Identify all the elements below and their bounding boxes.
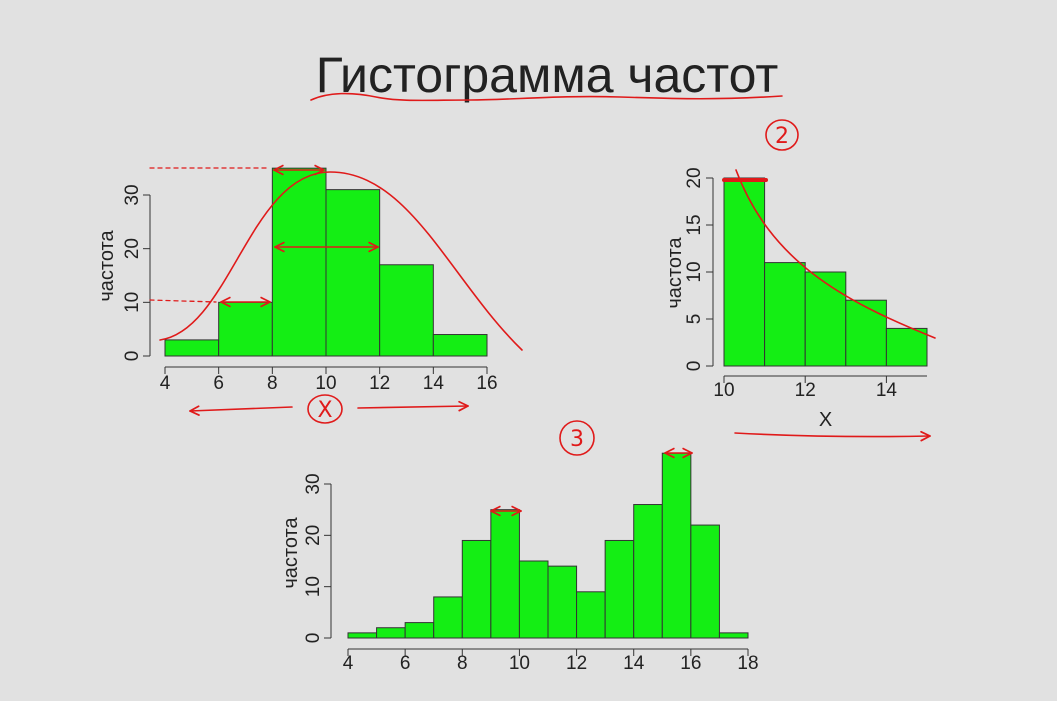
- chart1-bar: [379, 264, 434, 357]
- chart2-xtick-label: 14: [876, 380, 898, 401]
- chart3-xtick-label: 4: [343, 653, 354, 674]
- chart3-xtick-label: 14: [623, 653, 645, 674]
- chart3-bar: [433, 596, 463, 639]
- chart3-bar: [547, 565, 578, 639]
- chart2-x-arrow: [734, 430, 931, 442]
- chart3-marker-circle: [559, 420, 595, 456]
- title-underline: [310, 92, 783, 102]
- chart1-bell-curve: [159, 171, 523, 351]
- chart3-bar: [690, 524, 720, 639]
- chart3-xtick-label: 10: [509, 653, 530, 674]
- chart1-bar: [218, 301, 273, 357]
- chart3-bar: [490, 509, 520, 639]
- chart3-bar: [461, 539, 492, 639]
- chart1-bar: [325, 189, 381, 357]
- chart3-bar: [661, 452, 692, 639]
- chart1-bar: [432, 334, 488, 357]
- chart3-xtick-label: 8: [457, 653, 468, 674]
- chart1-x-circle: [307, 394, 343, 424]
- chart1-xtick-label: 8: [267, 373, 278, 394]
- chart1-level-10-guide: [149, 299, 217, 303]
- chart1-xtick-label: 14: [423, 373, 445, 394]
- chart1-xtick-label: 4: [160, 373, 171, 394]
- chart2-ytick-label: 20: [684, 167, 705, 188]
- chart2-xtick-label: 10: [713, 380, 734, 401]
- chart2-bar: [723, 177, 766, 367]
- chart3-xtick-label: 12: [566, 653, 587, 674]
- chart1-ytick-label: 10: [122, 292, 143, 313]
- chart2-ytick-label: 0: [684, 361, 705, 372]
- red-annotations: X 2 3: [149, 92, 936, 517]
- chart2-bar: [764, 262, 806, 367]
- chart2-marker-circle: [765, 119, 799, 151]
- chart1-y-axis-title: частота: [96, 230, 118, 302]
- chart2-ytick-label: 15: [684, 214, 705, 235]
- chart2-x-axis-title: X: [819, 409, 832, 431]
- chart3-ytick-label: 10: [303, 576, 324, 597]
- chart3-bar: [718, 632, 749, 639]
- chart1-x-note: X: [317, 398, 332, 423]
- chart1-xtick-label: 10: [315, 373, 336, 394]
- chart1-ytick-label: 0: [122, 351, 143, 362]
- chart3-xtick-label: 6: [400, 653, 411, 674]
- chart3-ytick-label: 0: [303, 633, 324, 644]
- chart1-xtick-label: 6: [213, 373, 224, 394]
- chart3-bar: [604, 539, 635, 639]
- chart3-bar: [518, 560, 549, 639]
- chart1-bar: [164, 339, 220, 357]
- chart3-bar: [404, 622, 435, 639]
- chart3-bar: [633, 504, 663, 639]
- chart3-y-axis-title: частота: [280, 517, 302, 589]
- chart3-bar: [347, 632, 378, 639]
- chart1-right-arrow: [357, 400, 469, 412]
- chart2-bar: [804, 271, 847, 367]
- slide-title: Гистограмма частот: [316, 47, 779, 103]
- chart1-xtick-label: 12: [369, 373, 390, 394]
- chart2-marker: 2: [775, 124, 789, 149]
- chart2-decay-curve: [735, 169, 936, 339]
- chart2-ytick-label: 10: [684, 261, 705, 282]
- chart1-left-arrow: [189, 405, 293, 416]
- chart3-ytick-label: 30: [303, 473, 324, 494]
- histogram-1: 0 10 20 30 4 6 8 10 12 14 16 частота: [96, 167, 498, 394]
- chart3-marker: 3: [570, 427, 584, 452]
- chart3-bar: [376, 627, 406, 639]
- chart2-bar: [885, 327, 928, 367]
- chart3-ytick-label: 20: [303, 525, 324, 546]
- chart2-xtick-label: 12: [795, 380, 816, 401]
- chart2-y-axis-title: частота: [664, 237, 686, 309]
- chart3-bar: [576, 591, 606, 639]
- histogram-2: 0 5 10 15 20 10 12 14 частота X: [664, 167, 928, 431]
- chart1-xtick-label: 16: [476, 373, 497, 394]
- chart3-xtick-label: 18: [737, 653, 758, 674]
- chart1-ytick-label: 20: [122, 238, 143, 259]
- chart2-ytick-label: 5: [684, 314, 705, 325]
- chart3-xtick-label: 16: [680, 653, 701, 674]
- histogram-3: 0 10 20 30 4 6 8 10 12 14 16 18 частота: [280, 452, 759, 674]
- chart2-bar: [845, 299, 887, 367]
- chart1-ytick-label: 30: [122, 184, 143, 205]
